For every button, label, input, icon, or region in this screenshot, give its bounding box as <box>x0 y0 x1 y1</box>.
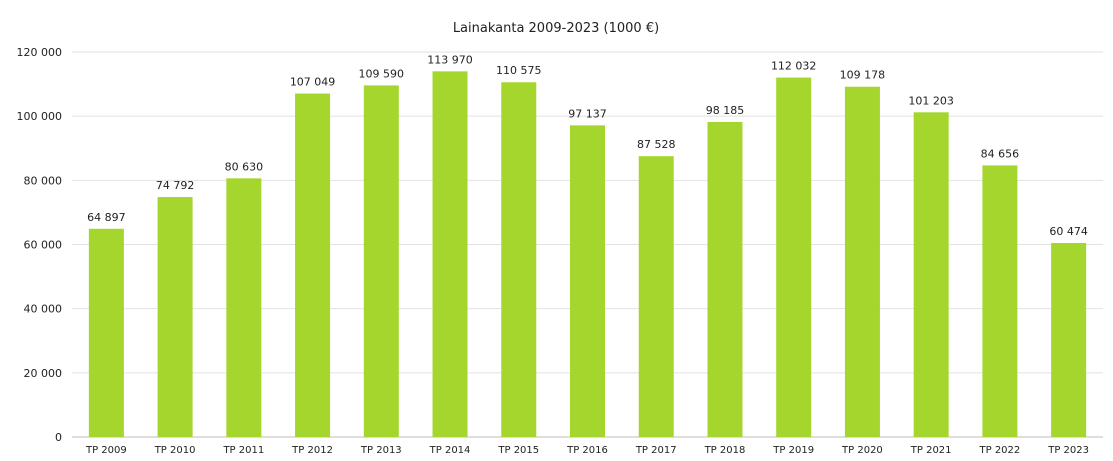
y-tick-label: 20 000 <box>24 367 63 380</box>
y-tick-label: 0 <box>55 431 62 444</box>
bar <box>913 112 949 438</box>
bar <box>226 178 262 438</box>
y-tick-label: 40 000 <box>24 303 63 316</box>
y-tick-label: 100 000 <box>17 110 63 123</box>
value-label: 97 137 <box>568 107 607 120</box>
bar <box>363 85 399 438</box>
value-label: 110 575 <box>496 64 542 77</box>
bar <box>638 156 674 437</box>
bar <box>776 77 812 438</box>
bar <box>844 86 880 437</box>
x-tick-label: TP 2009 <box>85 445 127 456</box>
y-axis-ticks: 0 20 000 40 000 60 000 80 000 100 000 120 000 <box>17 46 63 444</box>
bar <box>295 93 331 438</box>
value-label: 112 032 <box>771 60 817 73</box>
value-label: 64 897 <box>87 211 126 224</box>
bar <box>1051 242 1087 437</box>
value-label: 80 630 <box>225 160 264 173</box>
value-label: 87 528 <box>637 138 676 151</box>
bars <box>88 71 1087 438</box>
x-tick-label: TP 2015 <box>497 445 539 456</box>
value-label: 74 792 <box>156 179 195 192</box>
bar <box>157 197 193 437</box>
x-tick-label: TP 2011 <box>222 445 264 456</box>
bar <box>707 121 743 437</box>
bar <box>570 125 605 438</box>
y-tick-label: 80 000 <box>24 174 63 187</box>
y-tick-label: 60 000 <box>24 239 63 252</box>
x-tick-label: TP 2022 <box>979 445 1021 456</box>
x-tick-label: TP 2016 <box>566 445 608 456</box>
bar <box>432 71 468 437</box>
value-label: 109 590 <box>359 67 405 80</box>
x-tick-label: TP 2017 <box>635 445 677 456</box>
x-tick-label: TP 2021 <box>910 445 952 456</box>
x-tick-label: TP 2020 <box>841 445 883 456</box>
value-label: 60 474 <box>1049 225 1088 238</box>
bar <box>501 82 537 438</box>
x-tick-label: TP 2019 <box>772 445 814 456</box>
x-tick-label: TP 2018 <box>704 445 746 456</box>
x-tick-label: TP 2010 <box>154 445 196 456</box>
value-label: 101 203 <box>908 94 954 107</box>
value-label: 107 049 <box>290 76 336 89</box>
value-labels: 64 897 74 792 80 630 107 049 109 590 113 970 1… <box>87 53 1088 238</box>
x-tick-label: TP 2012 <box>291 445 333 456</box>
bar <box>88 228 124 437</box>
x-axis-ticks: TP 2009 TP 2010 TP 2011 TP 2012 TP 2013 TP 20… <box>85 445 1089 456</box>
value-label: 113 970 <box>427 53 473 66</box>
bar <box>982 165 1018 438</box>
value-label: 109 178 <box>840 69 886 82</box>
value-label: 84 656 <box>981 147 1020 160</box>
chart-title: Lainakanta 2009-2023 (1000 €) <box>453 21 659 36</box>
x-tick-label: TP 2023 <box>1047 445 1089 456</box>
x-tick-label: TP 2013 <box>360 445 402 456</box>
y-tick-label: 120 000 <box>17 46 63 59</box>
x-tick-label: TP 2014 <box>429 445 471 456</box>
value-label: 98 185 <box>706 104 745 117</box>
